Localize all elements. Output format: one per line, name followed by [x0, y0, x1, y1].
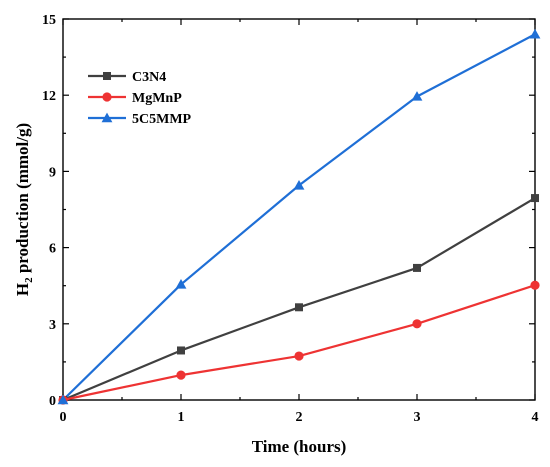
series-line-mgmnp: [62, 284, 536, 402]
x-tick-label: 1: [178, 410, 185, 425]
legend-label-mgmnp: MgMnP: [132, 91, 182, 106]
y-tick-label: 6: [49, 242, 56, 257]
data-point-mgmnp: [294, 351, 304, 361]
x-axis-title: Time (hours): [252, 437, 347, 456]
y-tick-label: 0: [49, 394, 56, 409]
data-point-c3n4: [531, 194, 539, 203]
legend-marker-c3n4: [103, 72, 111, 80]
data-point-5c5mmp: [57, 394, 69, 405]
data-point-mgmnp: [412, 319, 422, 329]
x-tick-label: 4: [532, 410, 539, 425]
y-tick-label: 3: [49, 318, 56, 333]
data-point-5c5mmp: [293, 179, 305, 190]
data-point-5c5mmp: [529, 28, 541, 39]
data-point-c3n4: [413, 263, 421, 272]
y-axis-title-subscript: 2: [23, 277, 35, 283]
legend-marker-5c5mmp: [101, 112, 113, 123]
series-line-c3n4: [62, 197, 536, 402]
y-tick-label: 12: [42, 89, 56, 104]
series-markers: [57, 28, 541, 405]
y-axis-title-rest: production (mmol/g): [13, 123, 32, 278]
x-tick-label: 3: [414, 410, 421, 425]
legend-label-c3n4: C3N4: [132, 70, 166, 85]
x-tick-label: 0: [60, 410, 67, 425]
data-point-mgmnp: [176, 370, 186, 380]
legend-marker-mgmnp: [102, 92, 112, 102]
y-tick-label: 9: [49, 165, 56, 180]
data-point-5c5mmp: [411, 91, 423, 101]
data-point-mgmnp: [530, 280, 540, 290]
y-tick-label: 15: [42, 13, 56, 28]
y-axis-title-main: H: [13, 283, 32, 296]
data-point-5c5mmp: [175, 279, 187, 289]
legend-label-5c5mmp: 5C5MMP: [132, 112, 192, 127]
y-axis-title: H2 production (mmol/g): [13, 123, 35, 296]
series-line-5c5mmp: [62, 33, 536, 401]
data-point-c3n4: [295, 303, 303, 312]
series-lines: [62, 33, 536, 402]
legend: C3N4 MgMnP 5C5MMP: [88, 70, 192, 127]
x-tick-label: 2: [296, 410, 303, 425]
data-point-c3n4: [177, 346, 185, 355]
